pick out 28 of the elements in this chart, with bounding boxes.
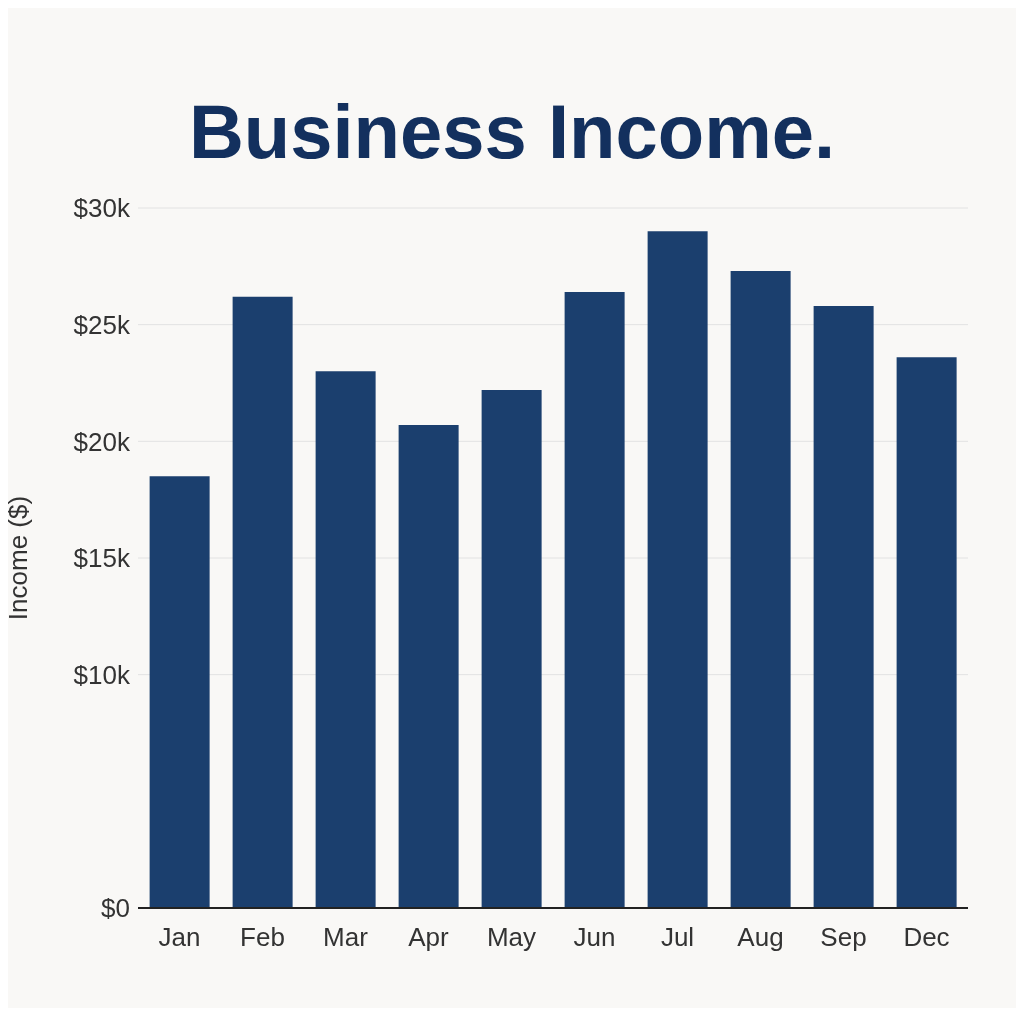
y-tick-label: $20k [73, 426, 131, 457]
x-tick-label: Jul [660, 922, 695, 953]
bar [813, 306, 874, 908]
y-tick-label: $30k [73, 193, 131, 224]
bar [398, 425, 459, 908]
y-tick-label: $0 [101, 893, 130, 924]
y-tick-label: $15k [73, 543, 131, 574]
x-tick-label: Jan [158, 922, 201, 953]
bar [564, 292, 625, 908]
y-tick-label: $10k [73, 659, 131, 690]
x-tick-label: May [486, 922, 537, 953]
bar [896, 357, 957, 908]
x-tick-label: Mar [323, 922, 369, 953]
bar [481, 390, 542, 908]
x-tick-label: Feb [240, 922, 285, 953]
x-tick-label: Sep [820, 922, 867, 953]
bar [315, 371, 376, 908]
x-tick-label: Aug [737, 922, 784, 953]
bar [730, 271, 791, 908]
bar [647, 231, 708, 908]
chart-title: Business Income. [187, 88, 837, 176]
x-tick-label: Dec [903, 922, 950, 953]
bar [232, 296, 293, 908]
y-axis-title: Income ($) [3, 495, 34, 621]
bar [149, 476, 210, 908]
x-tick-label: Apr [408, 922, 450, 953]
x-tick-label: Jun [573, 922, 616, 953]
y-tick-label: $25k [73, 309, 131, 340]
